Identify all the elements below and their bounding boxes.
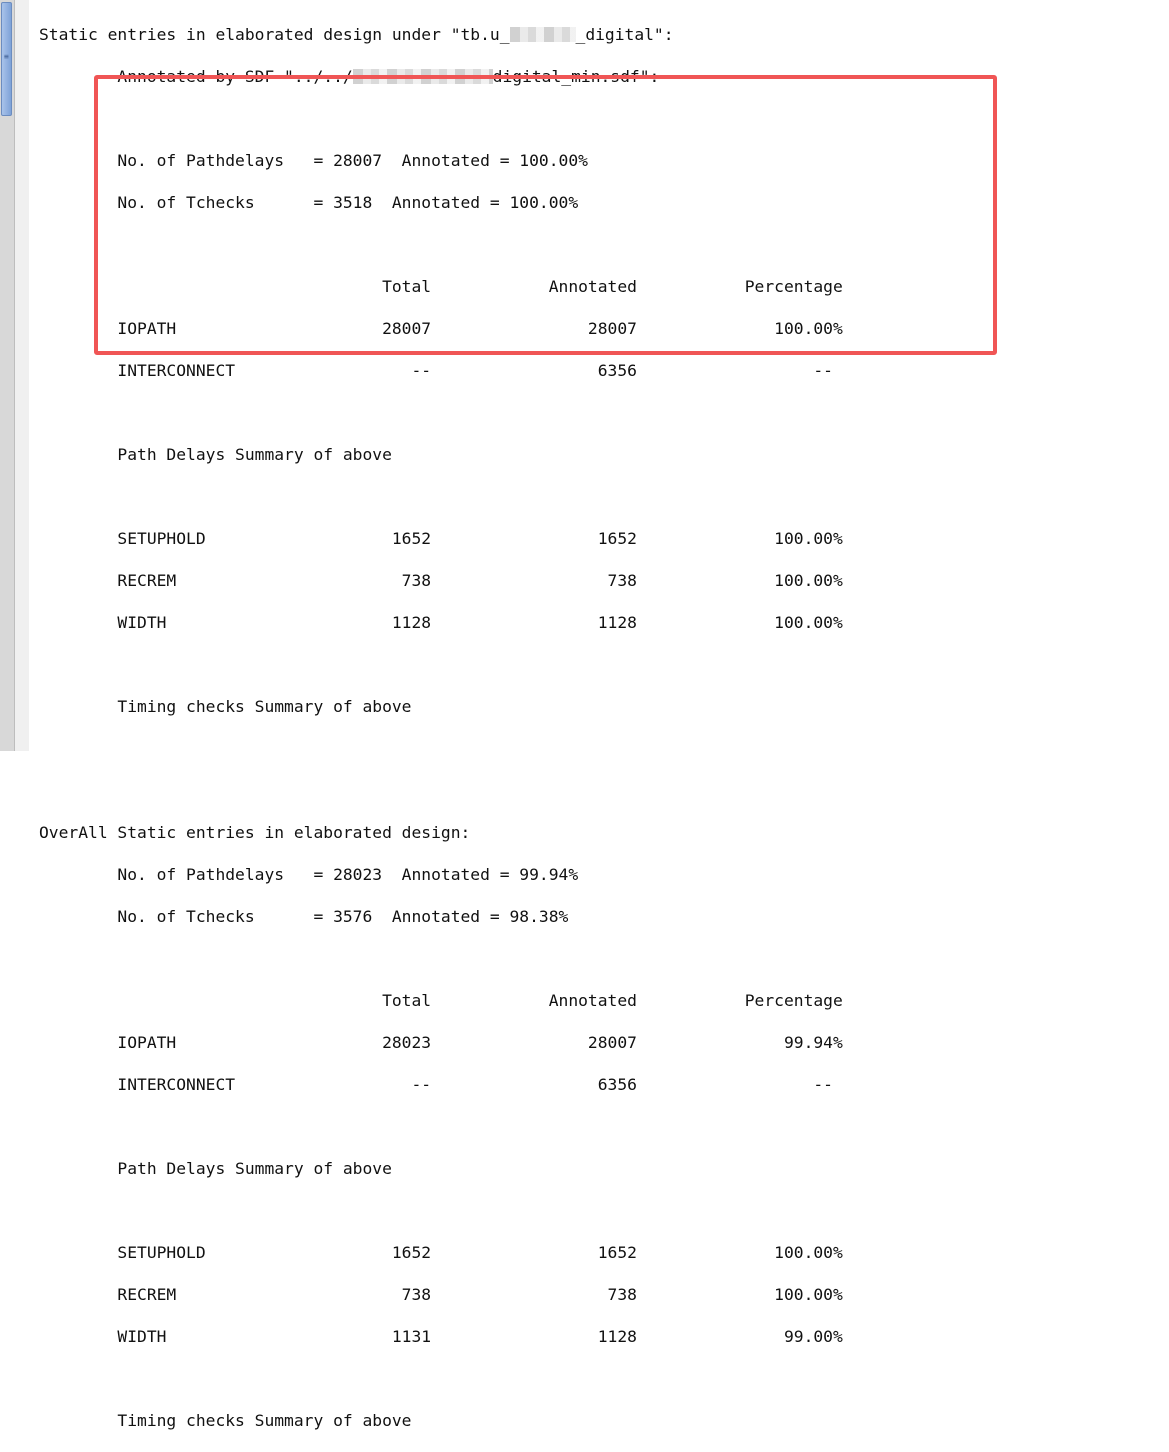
text-line (39, 780, 843, 801)
text-line (39, 1368, 843, 1389)
text-line: Timing checks Summary of above (39, 697, 412, 716)
text-line (39, 1116, 843, 1137)
red-highlight-rectangle (94, 75, 997, 355)
text-line: Path Delays Summary of above (39, 445, 392, 464)
editor-gutter (15, 0, 29, 751)
text-line: Static entries in elaborated design unde… (39, 25, 674, 44)
text-line: No. of Tchecks = 3518 Annotated = 100.00… (39, 193, 579, 212)
table-row-line: INTERCONNECT -- 6356 -- (39, 1075, 833, 1094)
table-row-line: RECREM 738 738 100.00% (39, 571, 843, 590)
text-line (39, 654, 843, 675)
table-header-line: Total Annotated Percentage (39, 991, 843, 1010)
table-row-line: RECREM 738 738 100.00% (39, 1285, 843, 1304)
table-row-line: SETUPHOLD 1652 1652 100.00% (39, 1243, 843, 1262)
text-line: No. of Tchecks = 3576 Annotated = 98.38% (39, 907, 569, 926)
table-row-line: INTERCONNECT -- 6356 -- (39, 361, 833, 380)
table-row-line: WIDTH 1131 1128 99.00% (39, 1327, 843, 1346)
text-line (39, 486, 843, 507)
text-line (39, 948, 843, 969)
text-line: Timing checks Summary of above (39, 1411, 412, 1430)
redacted-text (509, 27, 576, 42)
text-line (39, 738, 843, 759)
table-row-line: IOPATH 28007 28007 100.00% (39, 319, 843, 338)
grip-icon: ≡ (4, 52, 9, 61)
text-line: No. of Pathdelays = 28007 Annotated = 10… (39, 151, 588, 170)
table-row-line: WIDTH 1128 1128 100.00% (39, 613, 843, 632)
scroll-thumb[interactable]: ≡ (1, 2, 12, 116)
text-line (39, 1200, 843, 1221)
table-row-line: IOPATH 28023 28007 99.94% (39, 1033, 843, 1052)
text-line: Path Delays Summary of above (39, 1159, 392, 1178)
text-line (39, 402, 843, 423)
table-row-line: SETUPHOLD 1652 1652 100.00% (39, 529, 843, 548)
vertical-scrollbar[interactable]: ≡ (0, 0, 15, 751)
text-line: OverAll Static entries in elaborated des… (39, 823, 471, 842)
table-header-line: Total Annotated Percentage (39, 277, 843, 296)
text-line: No. of Pathdelays = 28023 Annotated = 99… (39, 865, 579, 884)
